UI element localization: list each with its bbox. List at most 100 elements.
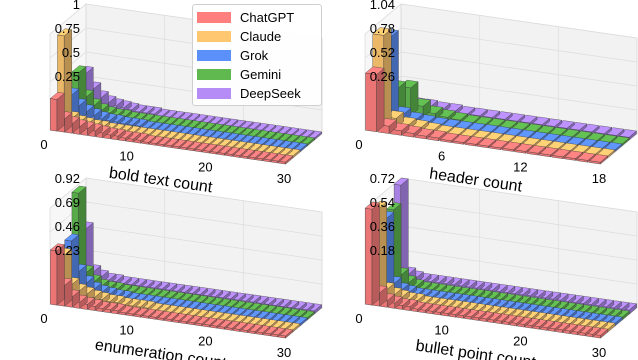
x-tick-label: 18	[592, 171, 606, 186]
bar-top	[71, 185, 87, 194]
z-tick-label: 0.92	[55, 171, 80, 186]
bar	[194, 142, 210, 153]
bar	[532, 319, 548, 330]
bar	[489, 139, 509, 151]
z-tick-label: 0.46	[55, 219, 80, 234]
bar	[141, 135, 157, 145]
x-tick-label: 20	[513, 334, 527, 349]
x-tick-label: 6	[438, 148, 445, 163]
bar	[365, 66, 385, 133]
legend: ChatGPT Claude Grok Gemini DeepSeek	[192, 4, 322, 106]
legend-swatch-grok	[197, 50, 231, 61]
bar	[526, 145, 547, 156]
legend-label-chatgpt: ChatGPT	[240, 10, 295, 25]
bar	[240, 149, 256, 159]
bar	[410, 301, 426, 313]
z-tick-label: 0.23	[55, 243, 80, 258]
x-tick-label: 0	[40, 137, 47, 152]
legend-item-gemini: Gemini	[197, 65, 321, 84]
gridline-x	[285, 38, 323, 165]
legend-swatch-deepseek	[197, 88, 231, 99]
z-tick-label: 1.04	[370, 0, 395, 12]
gridline-x	[600, 38, 638, 165]
bar	[240, 323, 256, 333]
gridline-x	[285, 212, 323, 339]
bar	[578, 325, 594, 337]
bar	[494, 313, 510, 325]
legend-swatch-claude	[197, 31, 231, 42]
x-tick-label: 12	[513, 160, 527, 175]
bar	[49, 92, 65, 132]
bar	[585, 326, 601, 338]
x-tick-label: 30	[277, 345, 291, 360]
bar	[270, 153, 286, 164]
bar	[440, 306, 457, 317]
legend-label-grok: Grok	[240, 48, 269, 63]
legend-item-deepseek: DeepSeek	[197, 84, 321, 103]
x-tick-label: 20	[198, 334, 212, 349]
bar-top	[365, 66, 385, 75]
z-tick-label: 0.72	[370, 171, 395, 186]
bar	[501, 141, 522, 152]
bar	[278, 154, 294, 165]
bar	[164, 312, 180, 322]
z-tick-label: 0.36	[370, 219, 395, 234]
z-tick-label: 0.75	[55, 21, 80, 36]
bar	[509, 315, 525, 327]
z-tick-label: 0.54	[370, 195, 395, 210]
bar	[486, 312, 502, 324]
gridline-x	[600, 212, 638, 339]
bar-top	[393, 177, 409, 186]
bar	[156, 311, 172, 321]
bar	[479, 311, 495, 322]
x-tick-label: 0	[40, 311, 47, 326]
x-tick-label: 20	[198, 160, 212, 175]
z-tick-label: 0.69	[55, 195, 80, 210]
z-tick-label: 0.78	[370, 21, 395, 36]
bar	[456, 308, 472, 319]
bar-side	[400, 178, 409, 282]
legend-label-claude: Claude	[240, 29, 282, 44]
bar-top	[386, 202, 402, 210]
bar	[186, 315, 202, 326]
bar	[224, 320, 241, 331]
bar-top	[49, 243, 65, 252]
legend-item-grok: Grok	[197, 46, 321, 65]
bar	[263, 326, 279, 337]
legend-swatch-chatgpt	[197, 12, 231, 23]
bar-front	[50, 98, 58, 132]
x-tick-label: 10	[434, 322, 448, 337]
bar	[95, 125, 111, 139]
z-tick-label: 0.25	[55, 69, 80, 84]
bar	[270, 327, 286, 338]
x-tick-label: 10	[119, 148, 133, 163]
legend-label-gemini: Gemini	[240, 67, 282, 82]
z-tick-label: 0.26	[370, 69, 395, 84]
bar	[202, 317, 218, 328]
bar-top	[71, 65, 87, 73]
z-tick-label: 0.18	[370, 243, 395, 258]
bar	[49, 243, 65, 306]
bar	[402, 125, 422, 138]
legend-item-chatgpt: ChatGPT	[197, 8, 321, 27]
bar	[448, 307, 464, 318]
z-tick-label: 0.5	[62, 45, 80, 60]
bar	[209, 144, 225, 155]
bar	[247, 150, 263, 161]
legend-label-deepseek: DeepSeek	[240, 86, 301, 101]
bar	[570, 324, 586, 336]
bar-top	[49, 92, 65, 100]
x-tick-label: 0	[355, 137, 362, 152]
bar	[148, 309, 164, 320]
bar	[593, 328, 609, 339]
bar	[133, 307, 149, 318]
bar	[563, 150, 584, 161]
z-tick-label: 0.52	[370, 45, 395, 60]
bar	[538, 147, 559, 158]
bar-side	[56, 92, 65, 132]
bar	[202, 143, 218, 154]
bar	[414, 128, 435, 140]
